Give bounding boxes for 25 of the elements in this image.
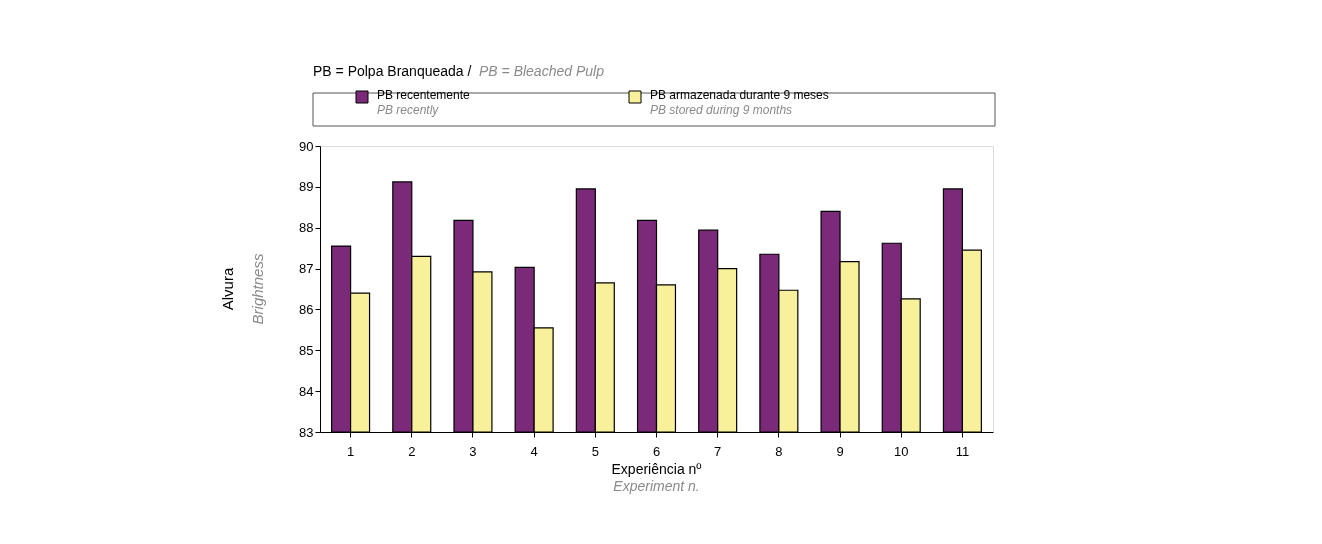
- chart-subtitle: PB = Bleached Pulp: [479, 63, 605, 79]
- y-tick-label: 87: [299, 261, 314, 277]
- chart-title: PB = Polpa Branqueada /: [313, 63, 472, 79]
- x-tick-label: 10: [893, 443, 909, 459]
- x-tick-label: 3: [469, 443, 477, 459]
- y-tick-label: 89: [299, 179, 314, 195]
- x-tick-label: 11: [955, 443, 970, 459]
- x-tick-label: 1: [346, 443, 355, 459]
- y-tick-label: 86: [299, 301, 314, 317]
- x-tick-label: 7: [714, 443, 722, 459]
- y-axis-title: Alvura Brightness: [219, 253, 266, 325]
- x-tick-label: 5: [591, 443, 599, 459]
- y-tick-label: 90: [299, 138, 314, 154]
- y-tick-label: 84: [299, 383, 314, 399]
- y-tick-label: 88: [299, 220, 314, 236]
- y-tick-label: 83: [299, 424, 314, 440]
- x-axis-title: Experiência nº Experiment n.: [611, 461, 702, 494]
- y-tick-label: 85: [299, 342, 314, 358]
- legend-label: PB armazenada durante 9 meses PB stored during 9 months: [650, 88, 829, 117]
- x-tick-label: 2: [408, 443, 416, 459]
- x-tick-label: 8: [775, 443, 783, 459]
- x-tick-label: 4: [530, 443, 538, 459]
- legend-label: PB recentemente PB recently: [377, 88, 471, 117]
- x-tick-label: 6: [652, 443, 661, 459]
- x-tick-label: 9: [836, 443, 844, 459]
